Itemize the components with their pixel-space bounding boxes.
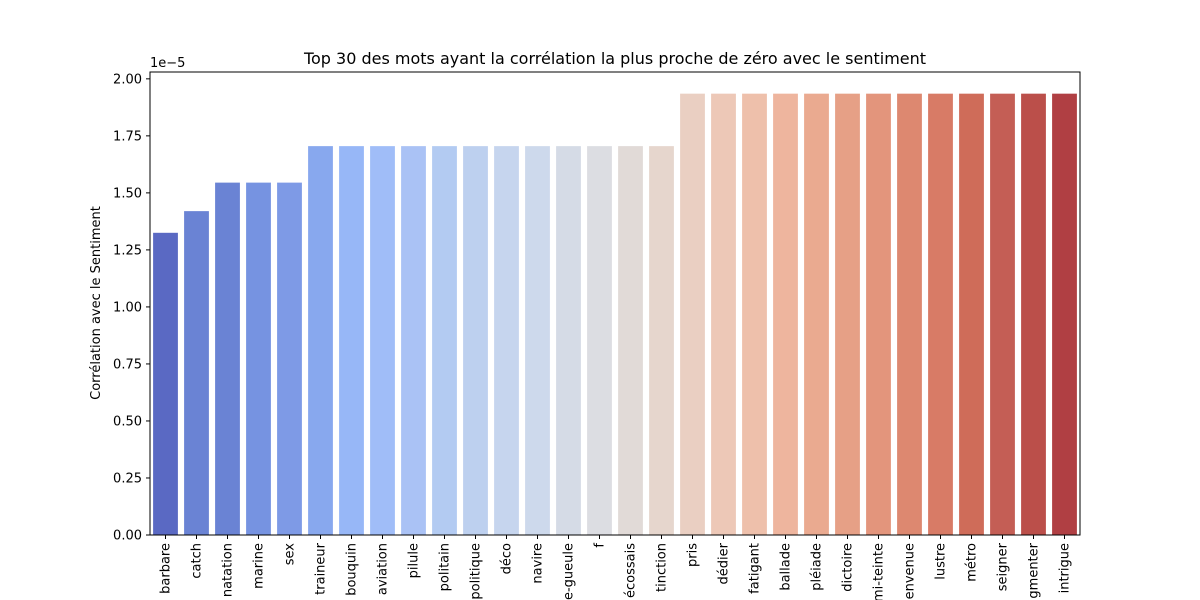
x-tick-label-21: pléiade xyxy=(810,543,825,591)
bar-6 xyxy=(339,146,364,535)
bar-3 xyxy=(246,182,271,535)
x-tick-label-0: barbare xyxy=(159,543,174,594)
bar-28 xyxy=(1021,93,1046,536)
y-axis-ticks: 0.00 0.25 0.50 0.75 1.00 1.25 1.50 1.75 2.00 xyxy=(113,72,150,544)
x-tick-label-26: métro xyxy=(965,543,980,582)
y-tick-label-4: 1.00 xyxy=(113,300,142,315)
x-tick-label-22: dictoire xyxy=(841,543,856,592)
x-tick-label-1: catch xyxy=(190,543,205,579)
x-tick-label-2: natation xyxy=(221,543,236,597)
x-tick-label-19: fatigant xyxy=(748,543,763,594)
bar-26 xyxy=(959,93,984,536)
bar-19 xyxy=(742,93,767,536)
x-tick-label-11: déco xyxy=(500,543,515,574)
bar-16 xyxy=(649,146,674,535)
bar-21 xyxy=(804,93,829,536)
x-tick-label-8: pilule xyxy=(407,543,422,578)
bar-27 xyxy=(990,93,1015,536)
bar-13 xyxy=(556,146,581,535)
y-tick-label-0: 0.00 xyxy=(113,529,142,544)
x-tick-label-14: f xyxy=(593,543,608,548)
bars-group xyxy=(153,93,1077,536)
bar-8 xyxy=(401,146,426,535)
bar-12 xyxy=(525,146,550,535)
x-tick-label-20: ballade xyxy=(779,543,794,591)
x-tick-label-5: traineur xyxy=(314,542,329,594)
x-tick-label-29: intrigue xyxy=(1058,543,1073,593)
y-tick-label-8: 2.00 xyxy=(113,72,142,87)
y-axis-label: Corrélation avec le Sentiment xyxy=(89,206,104,400)
bar-7 xyxy=(370,146,395,535)
chart-title: Top 30 des mots ayant la corrélation la … xyxy=(303,49,926,68)
bar-11 xyxy=(494,146,519,535)
plot-frame xyxy=(149,71,1081,536)
x-tick-label-24: envenue xyxy=(903,543,918,599)
y-tick-label-2: 0.50 xyxy=(113,414,142,429)
bar-18 xyxy=(711,93,736,536)
x-axis-ticks: barbare catch natation marine sex traineur bou… xyxy=(159,535,1073,600)
bar-20 xyxy=(773,93,798,536)
bar-23 xyxy=(866,93,891,536)
bar-9 xyxy=(432,146,457,535)
y-axis-offset-label: 1e−5 xyxy=(150,56,185,71)
y-tick-label-6: 1.50 xyxy=(113,186,142,201)
bar-14 xyxy=(587,146,612,535)
x-tick-label-17: pris xyxy=(686,543,701,567)
x-tick-label-6: bouquin xyxy=(345,543,360,596)
x-tick-label-25: lustre xyxy=(934,543,949,580)
bar-4 xyxy=(277,182,302,535)
bar-25 xyxy=(928,93,953,536)
y-tick-label-3: 0.75 xyxy=(113,357,142,372)
x-tick-label-16: tinction xyxy=(655,543,670,592)
bar-29 xyxy=(1052,93,1077,536)
x-tick-label-23: mi-teinte xyxy=(872,543,887,600)
y-tick-label-1: 0.25 xyxy=(113,471,142,486)
bar-1 xyxy=(184,211,209,535)
x-tick-label-4: sex xyxy=(283,543,298,566)
y-tick-label-5: 1.25 xyxy=(113,243,142,258)
bar-10 xyxy=(463,146,488,535)
x-tick-label-27: seigner xyxy=(996,542,1011,591)
x-tick-label-10: politique xyxy=(469,543,484,600)
x-tick-label-15: écossais xyxy=(624,543,639,598)
bar-17 xyxy=(680,93,705,536)
x-tick-label-12: navire xyxy=(531,543,546,584)
x-tick-label-9: politain xyxy=(438,543,453,591)
x-tick-label-13: e-gueule xyxy=(562,543,577,600)
bar-2 xyxy=(215,182,240,535)
bar-5 xyxy=(308,146,333,535)
bar-22 xyxy=(835,93,860,536)
x-tick-label-28: gmenter xyxy=(1027,542,1042,598)
x-tick-label-3: marine xyxy=(252,543,267,589)
x-tick-label-18: dédier xyxy=(717,542,732,584)
bar-24 xyxy=(897,93,922,536)
bar-15 xyxy=(618,146,643,535)
bar-0 xyxy=(153,232,178,536)
x-tick-label-7: aviation xyxy=(376,543,391,595)
y-tick-label-7: 1.75 xyxy=(113,129,142,144)
